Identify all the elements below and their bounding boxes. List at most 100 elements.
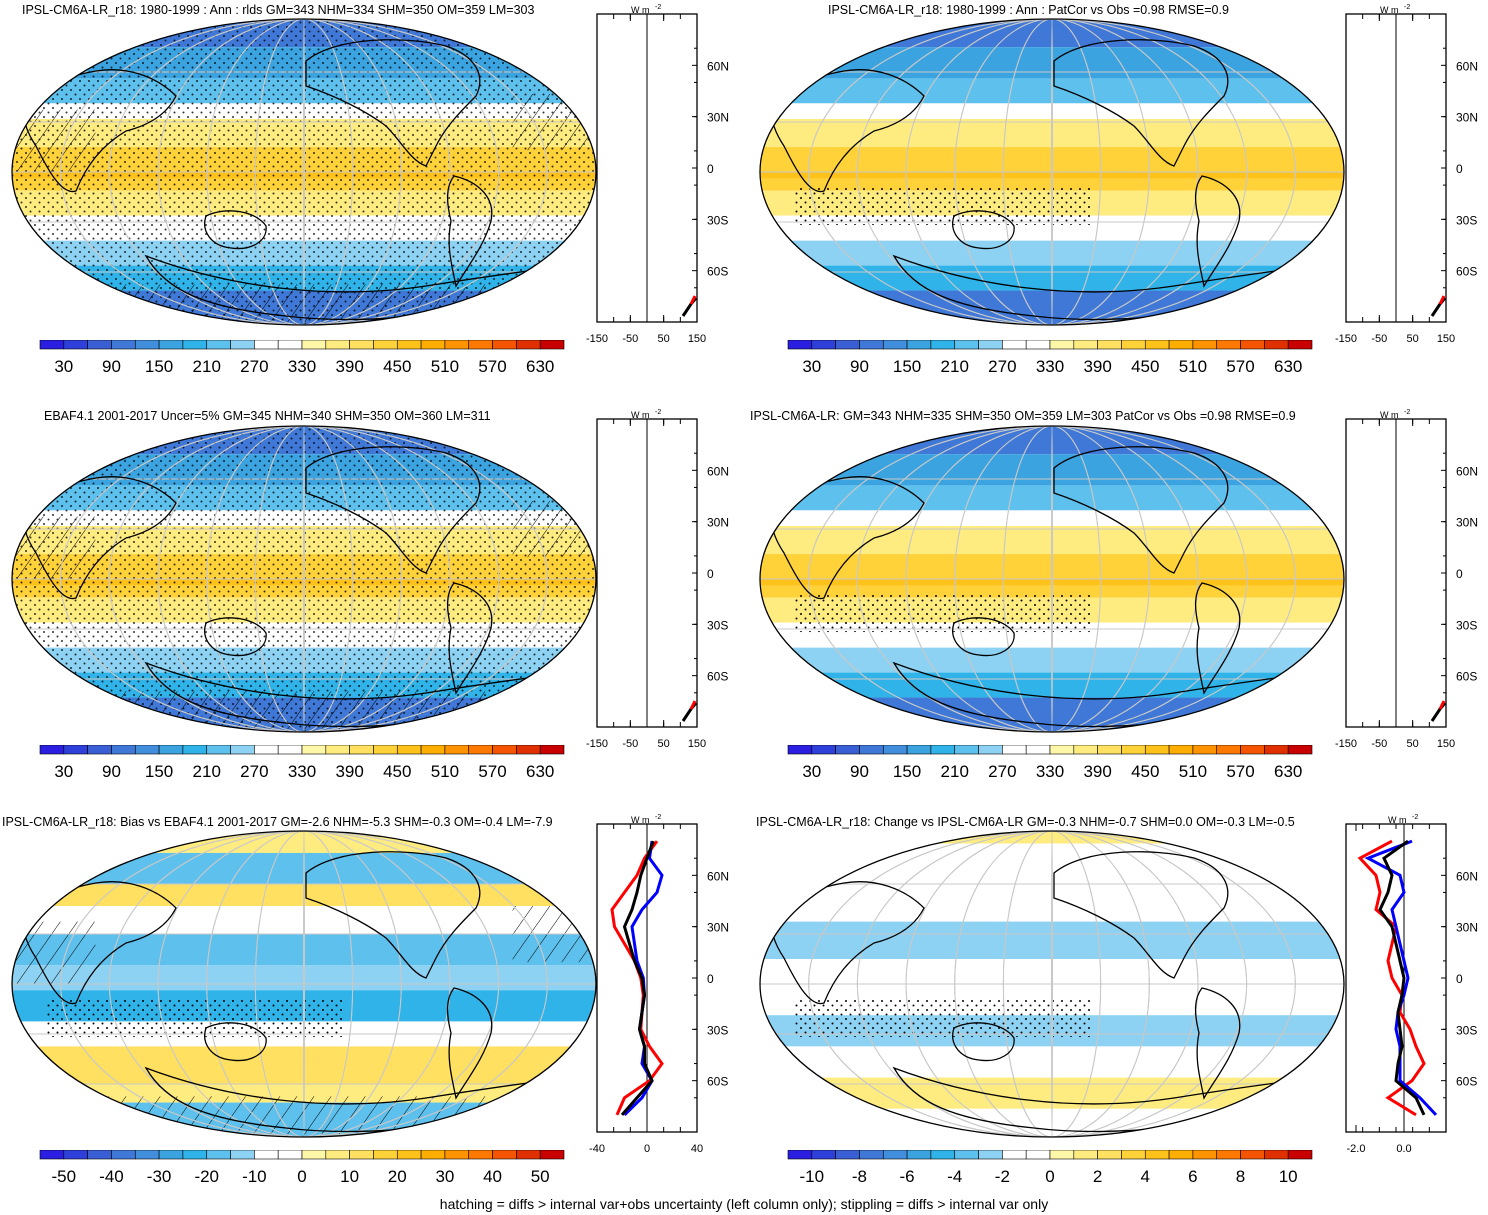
colorbar-tick-label: 450 [1131, 357, 1159, 376]
colorbar-tick-label: 10 [340, 1167, 359, 1186]
colorbar-tick-label: 630 [526, 357, 554, 376]
profile-x-label: -50 [1371, 333, 1387, 345]
colorbar-tick-label: 210 [193, 762, 221, 781]
colorbar-tick-label: -4 [947, 1167, 962, 1186]
colorbar-tick-label: 50 [531, 1167, 550, 1186]
panel-1: IPSL-CM6A-LR_r18: 1980-1999 : Ann : rlds… [0, 0, 744, 405]
colorbar-tick-label: 20 [388, 1167, 407, 1186]
profile-series-black [620, 840, 655, 1116]
colorbar-tick-label: 6 [1188, 1167, 1197, 1186]
colorbar-tick-label: 390 [1083, 762, 1111, 781]
colorbar-tick-label: 630 [1274, 357, 1302, 376]
profile-lat-label: 60N [1456, 464, 1478, 478]
profile-lat-label: 60S [707, 1075, 728, 1089]
colorbar: 30 90 150 210 270 330 390 450 510 570 630 [39, 340, 565, 376]
colorbar-tick-label: 40 [483, 1167, 502, 1186]
colorbar-tick-label: 390 [335, 762, 363, 781]
profile-x-label: 50 [1407, 738, 1419, 750]
profile-x-label: -50 [622, 333, 638, 345]
profile-lat-label: 30S [1456, 1023, 1477, 1037]
colorbar-tick-label: 210 [193, 357, 221, 376]
panel-title: EBAF4.1 2001-2017 Uncer=5% GM=345 NHM=34… [44, 409, 491, 423]
panel-title: IPSL-CM6A-LR: GM=343 NHM=335 SHM=350 OM=… [750, 409, 1296, 423]
colorbar-tick-label: 330 [288, 357, 316, 376]
map [11, 830, 597, 1138]
zonal-profile: 60N 30N 0 30S 60S -150 -50 50 150 W m -2 [1335, 4, 1478, 345]
profile-x-label: 0.0 [1396, 1143, 1411, 1155]
colorbar-tick-label: 270 [240, 762, 268, 781]
profile-lat-label: 60S [1456, 670, 1477, 684]
profile-lat-label: 0 [1456, 162, 1463, 176]
colorbar-tick-label: 30 [802, 762, 821, 781]
colorbar-tick-label: 510 [431, 762, 459, 781]
profile-lat-label: 60S [707, 670, 728, 684]
panel-title: IPSL-CM6A-LR_r18: 1980-1999 : Ann : PatC… [828, 3, 1229, 17]
colorbar-tick-label: 4 [1141, 1167, 1150, 1186]
profile-lat-label: 60N [1456, 869, 1478, 883]
colorbar-tick-label: 630 [526, 762, 554, 781]
profile-lat-label: 30N [1456, 111, 1478, 125]
colorbar-tick-label: -30 [147, 1167, 172, 1186]
panel-3: EBAF4.1 2001-2017 Uncer=5% GM=345 NHM=34… [0, 405, 744, 805]
colorbar-tick-label: -10 [242, 1167, 267, 1186]
profile-x-label: 50 [1407, 333, 1419, 345]
profile-lat-label: 30N [707, 516, 729, 530]
colorbar-tick-label: -6 [900, 1167, 915, 1186]
profile-lat-label: 0 [707, 162, 714, 176]
profile-unit: W m [1380, 410, 1399, 420]
profile-series-red [689, 700, 697, 710]
profile-x-label: 0 [644, 1143, 650, 1155]
colorbar-tick-label: 570 [1226, 357, 1254, 376]
profile-unit-exp: -2 [1412, 814, 1418, 821]
profile-unit-exp: -2 [1404, 409, 1410, 416]
profile-unit-exp: -2 [1404, 4, 1410, 11]
colorbar-tick-label: 330 [1036, 357, 1064, 376]
profile-lat-label: 0 [707, 567, 714, 581]
profile-lat-label: 60N [707, 464, 729, 478]
colorbar-tick-label: 630 [1274, 762, 1302, 781]
map [11, 425, 597, 733]
profile-x-label: 150 [688, 738, 706, 750]
profile-unit: W m [631, 5, 650, 15]
colorbar: -10 -8 -6 -4 -2 0 2 4 6 8 10 [787, 1150, 1313, 1186]
panel-4: IPSL-CM6A-LR: GM=343 NHM=335 SHM=350 OM=… [744, 405, 1488, 805]
colorbar-tick-label: -8 [852, 1167, 867, 1186]
profile-x-label: 50 [658, 738, 670, 750]
colorbar-tick-label: 0 [1045, 1167, 1054, 1186]
colorbar-tick-label: 450 [383, 762, 411, 781]
profile-lat-label: 30N [707, 111, 729, 125]
colorbar-tick-label: 270 [240, 357, 268, 376]
figure-caption: hatching = diffs > internal var+obs unce… [439, 1196, 1049, 1212]
panel-title: IPSL-CM6A-LR_r18: Change vs IPSL-CM6A-LR… [756, 815, 1295, 829]
profile-unit: W m [631, 410, 650, 420]
colorbar-tick-label: 90 [850, 357, 869, 376]
zonal-profile: 60N 30N 0 30S 60S -150 -50 50 150 W m -2 [586, 409, 729, 750]
zonal-profile: 60N 30N 0 30S 60S -40 0 40 W m -2 [589, 814, 729, 1155]
profile-series-blue [1364, 839, 1438, 1116]
profile-lat-label: 30S [707, 1023, 728, 1037]
colorbar-tick-label: 0 [297, 1167, 306, 1186]
profile-lat-label: 60S [707, 265, 728, 279]
colorbar-tick-label: 150 [893, 762, 921, 781]
colorbar-tick-label: 570 [478, 762, 506, 781]
colorbar-tick-label: 30 [435, 1167, 454, 1186]
colorbar-tick-label: 450 [1131, 762, 1159, 781]
colorbar-tick-label: 330 [288, 762, 316, 781]
profile-series-red [1438, 295, 1446, 305]
profile-x-label: -2.0 [1347, 1143, 1366, 1155]
profile-unit-exp: -2 [655, 409, 661, 416]
colorbar-tick-label: 30 [54, 762, 73, 781]
colorbar-tick-label: 450 [383, 357, 411, 376]
profile-x-label: 40 [691, 1143, 703, 1155]
profile-lat-label: 30S [707, 618, 728, 632]
colorbar-tick-label: -40 [99, 1167, 124, 1186]
colorbar: -50 -40 -30 -20 -10 0 10 20 30 40 50 [39, 1150, 565, 1186]
colorbar-tick-label: 510 [1179, 357, 1207, 376]
profile-series-black [1378, 839, 1426, 1116]
profile-lat-label: 30S [1456, 618, 1477, 632]
profile-x-label: -150 [1335, 738, 1357, 750]
colorbar-tick-label: 570 [478, 357, 506, 376]
profile-x-label: -50 [622, 738, 638, 750]
colorbar: 30 90 150 210 270 330 390 450 510 570 630 [787, 745, 1313, 781]
colorbar-tick-label: -20 [194, 1167, 219, 1186]
